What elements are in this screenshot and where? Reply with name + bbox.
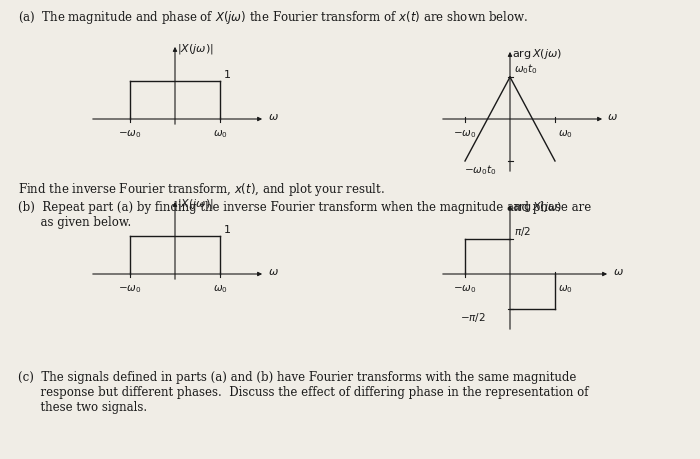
Text: $\omega$: $\omega$	[613, 267, 624, 277]
Text: $\omega_0$: $\omega_0$	[558, 283, 573, 295]
Text: (c)  The signals defined in parts (a) and (b) have Fourier transforms with the s: (c) The signals defined in parts (a) and…	[18, 371, 576, 384]
Text: response but different phases.  Discuss the effect of differing phase in the rep: response but different phases. Discuss t…	[18, 386, 589, 399]
Text: $-\omega_0$: $-\omega_0$	[453, 128, 477, 140]
Text: (b)  Repeat part (a) by finding the inverse Fourier transform when the magnitude: (b) Repeat part (a) by finding the inver…	[18, 201, 592, 214]
Text: $\omega_0$: $\omega_0$	[213, 283, 228, 295]
Text: $|X(j\omega)|$: $|X(j\omega)|$	[177, 42, 214, 56]
Text: $\mathrm{arg}\,X(j\omega)$: $\mathrm{arg}\,X(j\omega)$	[512, 47, 562, 61]
Text: $\mathrm{arg}\,X(j\omega)$: $\mathrm{arg}\,X(j\omega)$	[512, 200, 562, 214]
Text: $\omega_0$: $\omega_0$	[558, 128, 573, 140]
Text: $1$: $1$	[223, 223, 231, 235]
Text: $-\omega_0 t_0$: $-\omega_0 t_0$	[464, 163, 496, 177]
Text: Find the inverse Fourier transform, $x(t)$, and plot your result.: Find the inverse Fourier transform, $x(t…	[18, 181, 385, 198]
Text: $\pi/2$: $\pi/2$	[514, 225, 531, 238]
Text: $|X(j\omega)|$: $|X(j\omega)|$	[177, 197, 214, 211]
Text: $-\omega_0$: $-\omega_0$	[118, 283, 142, 295]
Text: $\omega$: $\omega$	[268, 112, 279, 122]
Text: $\omega$: $\omega$	[607, 112, 618, 122]
Text: $\omega_0 t_0$: $\omega_0 t_0$	[514, 62, 538, 76]
Text: these two signals.: these two signals.	[18, 401, 147, 414]
Text: as given below.: as given below.	[18, 216, 132, 229]
Text: $\omega_0$: $\omega_0$	[213, 128, 228, 140]
Text: $-\pi/2$: $-\pi/2$	[460, 311, 486, 324]
Text: $\omega$: $\omega$	[268, 267, 279, 277]
Text: (a)  The magnitude and phase of $X(j\omega)$ the Fourier transform of $x(t)$ are: (a) The magnitude and phase of $X(j\omeg…	[18, 9, 528, 26]
Text: $-\omega_0$: $-\omega_0$	[118, 128, 142, 140]
Text: $1$: $1$	[223, 68, 231, 80]
Text: $-\omega_0$: $-\omega_0$	[453, 283, 477, 295]
